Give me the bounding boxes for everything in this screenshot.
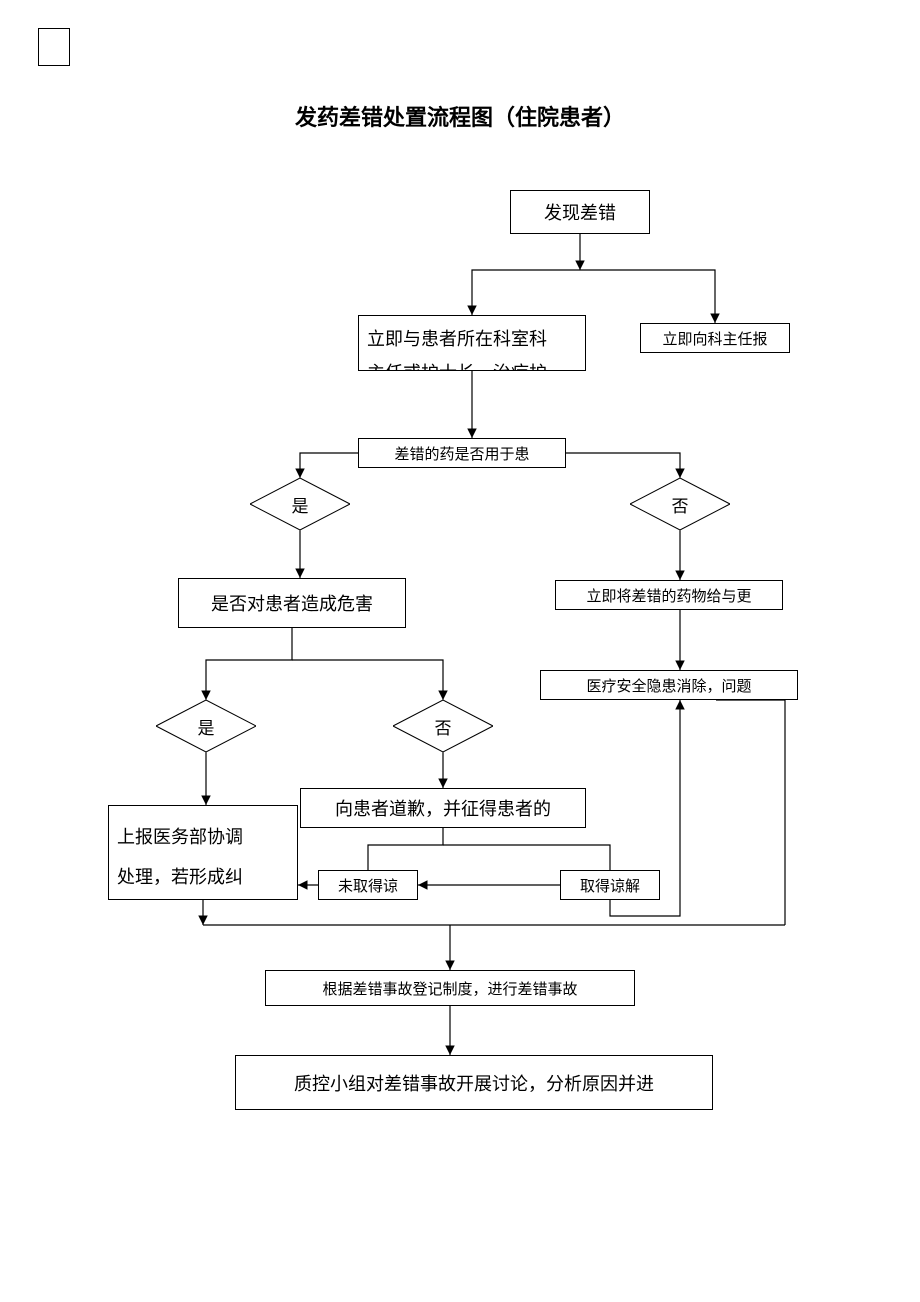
diamond-label: 否 <box>672 492 689 517</box>
decision-yes-1: 是 <box>250 478 350 530</box>
node-label: 立即将差错的药物给与更 <box>586 585 751 606</box>
node-apologize: 向患者道歉，并征得患者的 <box>300 788 586 828</box>
diamond-label: 是 <box>198 714 215 739</box>
node-label: 是否对患者造成危害 <box>211 590 373 616</box>
node-label: 根据差错事故登记制度，进行差错事故 <box>322 978 577 999</box>
node-label: 向患者道歉，并征得患者的 <box>335 795 551 821</box>
node-report-medical: 上报医务部协调 处理，若形成纠 <box>108 805 298 900</box>
node-register: 根据差错事故登记制度，进行差错事故 <box>265 970 635 1006</box>
node-replace-drug: 立即将差错的药物给与更 <box>555 580 783 610</box>
page-title: 发药差错处置流程图（住院患者） <box>250 100 670 132</box>
node-label: 未取得谅 <box>338 875 398 896</box>
node-discover-error: 发现差错 <box>510 190 650 234</box>
decision-yes-2: 是 <box>156 700 256 752</box>
node-label: 取得谅解 <box>580 875 640 896</box>
node-label-2: 处理，若形成纠 <box>117 867 243 887</box>
node-label: 立即与患者所在科室科 <box>367 329 547 349</box>
node-label: 立即向科主任报 <box>662 328 767 349</box>
node-label: 医疗安全隐患消除，问题 <box>586 675 751 696</box>
node-label: 上报医务部协调 <box>117 827 243 847</box>
node-risk-resolved: 医疗安全隐患消除，问题 <box>540 670 798 700</box>
node-label: 质控小组对差错事故开展讨论，分析原因并进 <box>294 1070 654 1096</box>
node-contact-dept: 立即与患者所在科室科 主任或护士长，治疗护 <box>358 315 586 371</box>
node-label: 发现差错 <box>544 199 616 225</box>
node-no-forgiveness: 未取得谅 <box>318 870 418 900</box>
diamond-label: 否 <box>435 714 452 739</box>
node-report-director: 立即向科主任报 <box>640 323 790 353</box>
node-qc-discuss: 质控小组对差错事故开展讨论，分析原因并进 <box>235 1055 713 1110</box>
node-label: 差错的药是否用于患 <box>394 443 529 464</box>
node-drug-used: 差错的药是否用于患 <box>358 438 566 468</box>
node-harm-patient: 是否对患者造成危害 <box>178 578 406 628</box>
node-label-2: 主任或护士长，治疗护 <box>367 363 547 371</box>
corner-marker <box>38 28 70 66</box>
decision-no-1: 否 <box>630 478 730 530</box>
diamond-label: 是 <box>292 492 309 517</box>
node-got-forgiveness: 取得谅解 <box>560 870 660 900</box>
decision-no-2: 否 <box>393 700 493 752</box>
